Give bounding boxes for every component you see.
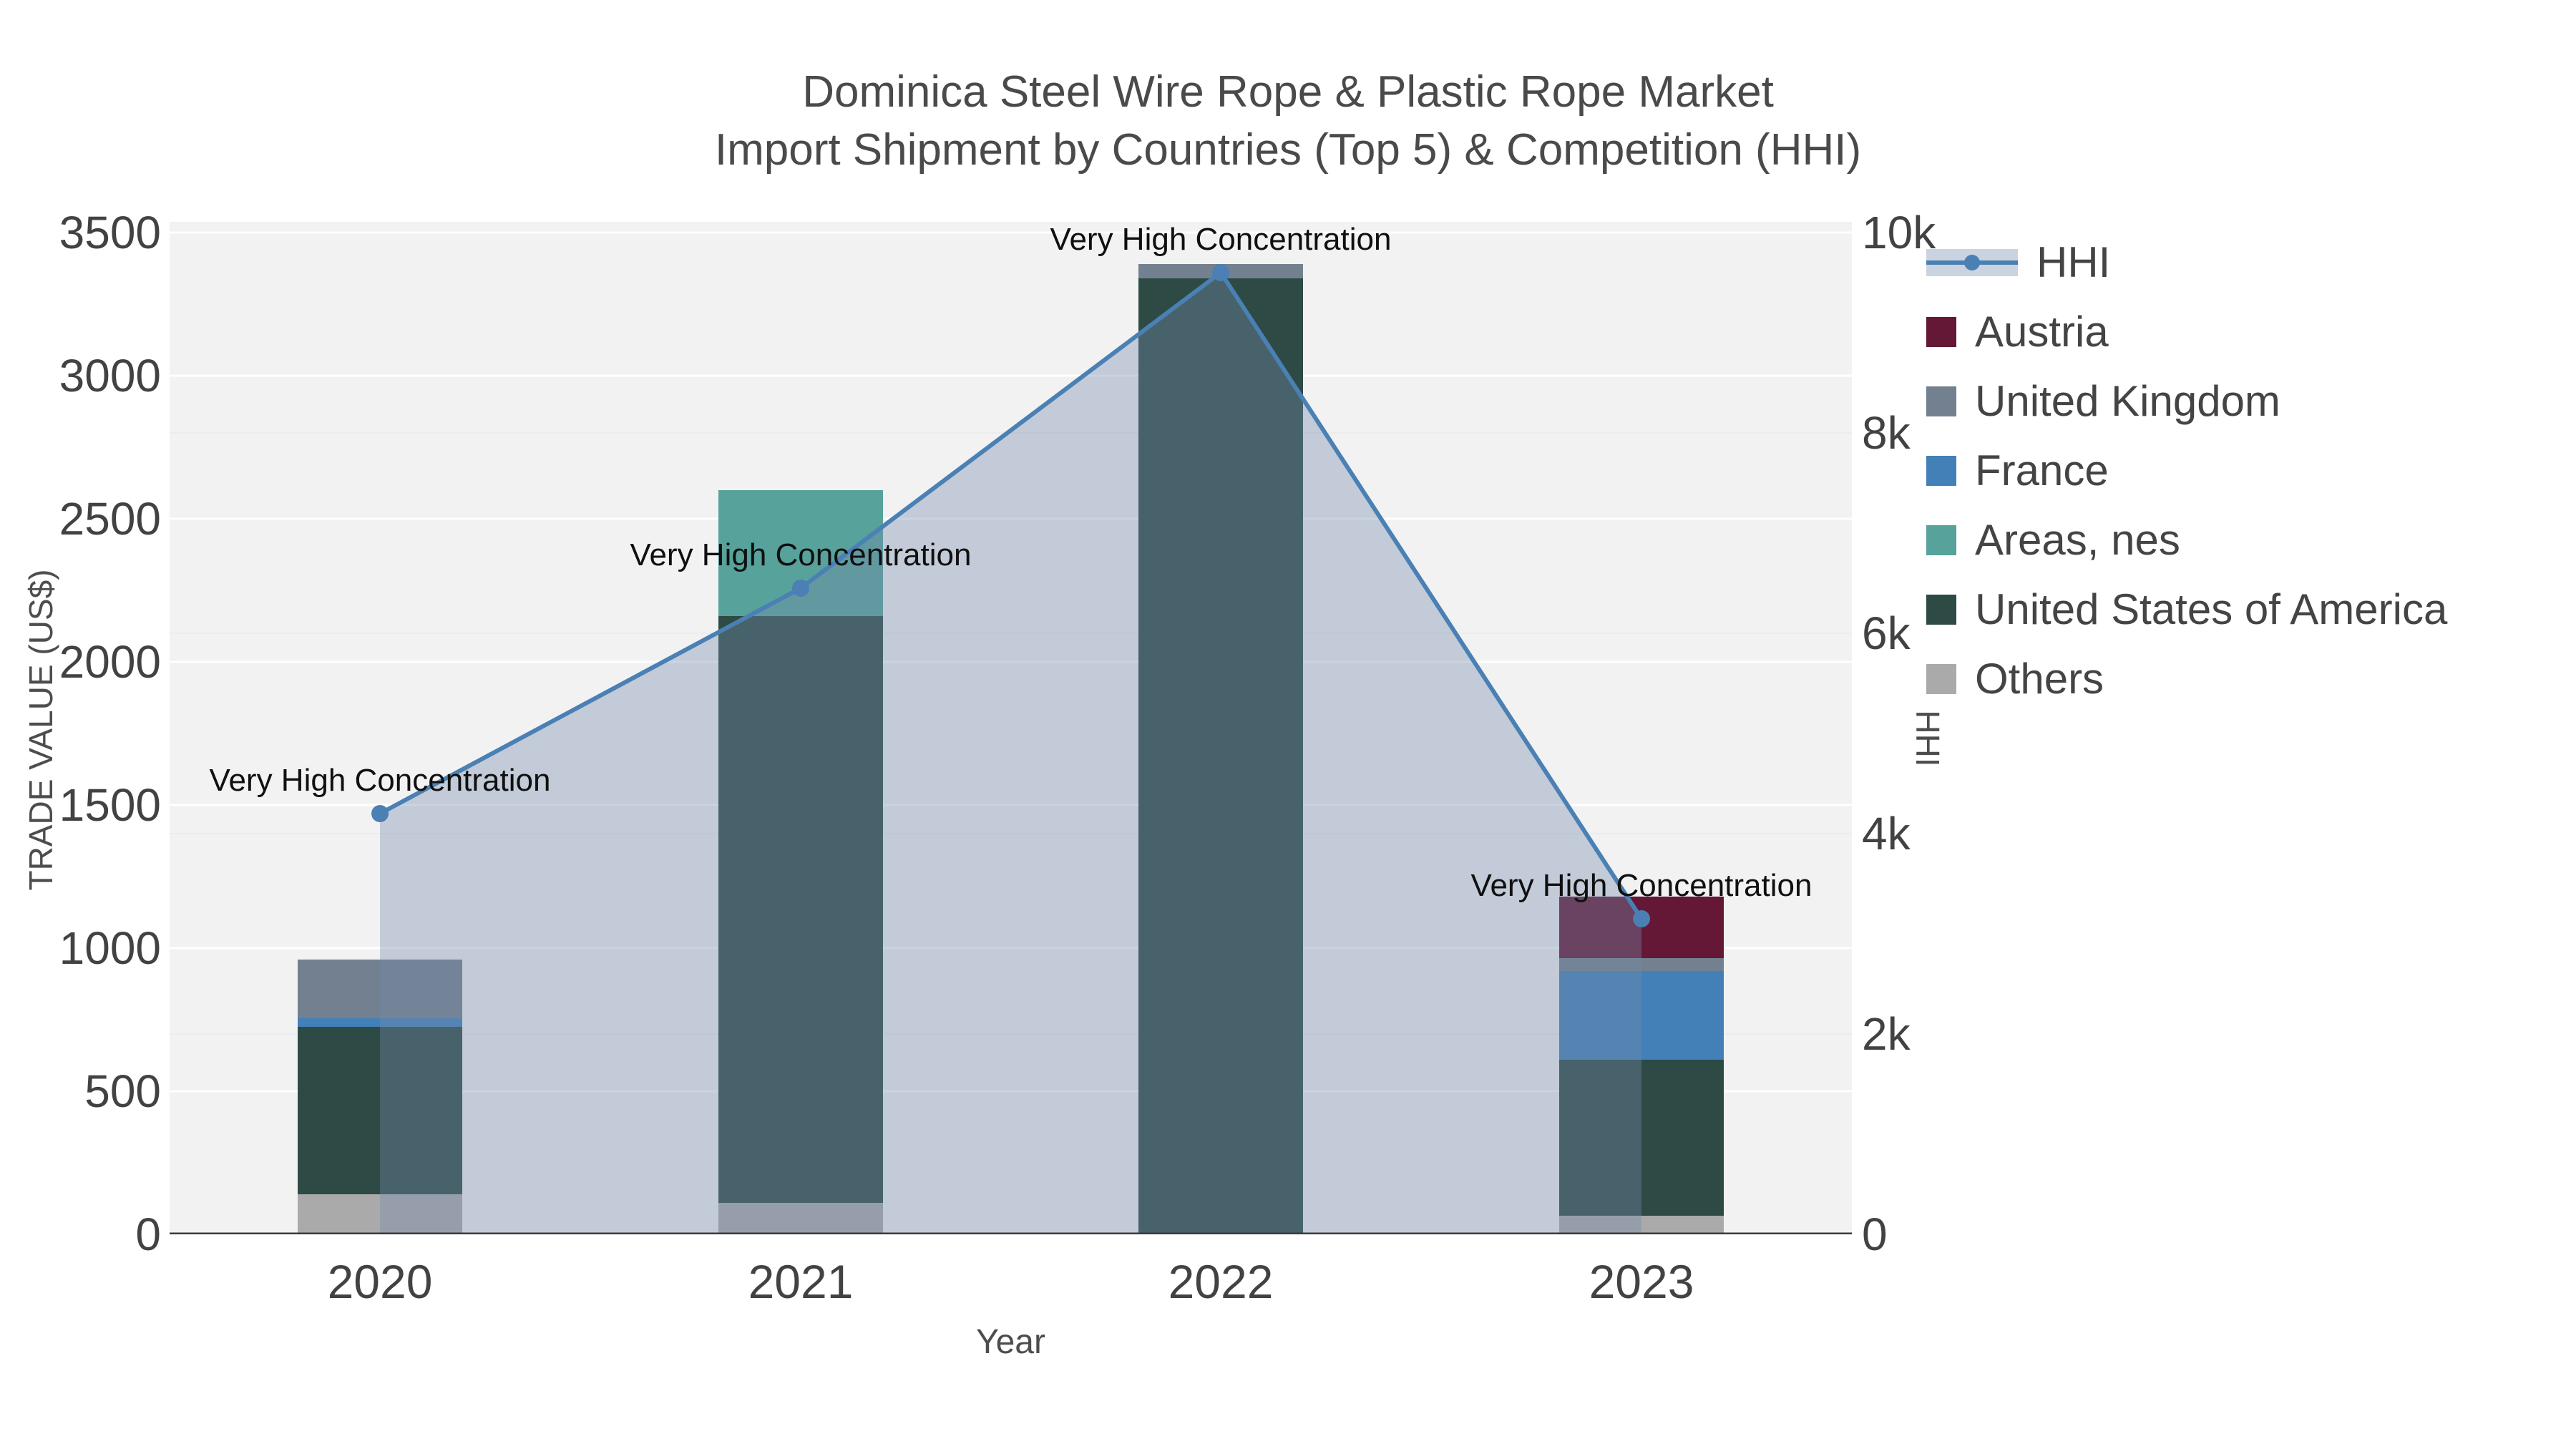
left-tick-2500: 2500	[59, 493, 161, 545]
right-tick-2k: 2k	[1862, 1008, 1911, 1060]
hhi-legend-swatch-icon	[1926, 248, 2018, 276]
bar-segment-united-states-of-america-2021[interactable]	[718, 616, 883, 1203]
bar-segment-united-states-of-america-2023[interactable]	[1559, 1060, 1724, 1216]
hhi-marker-2022[interactable]	[1212, 264, 1229, 281]
left-tick-2000: 2000	[59, 636, 161, 688]
left-axis-title: TRADE VALUE (US$)	[22, 569, 59, 891]
legend: HHI Austria United Kingdom France Areas, nes…	[1926, 228, 2447, 713]
bar-segment-others-2023[interactable]	[1559, 1216, 1724, 1234]
x-axis-title: Year	[976, 1323, 1045, 1361]
legend-item-austria[interactable]: Austria	[1926, 297, 2447, 366]
right-tick-4k: 4k	[1862, 808, 1911, 859]
legend-swatch-france-icon	[1926, 455, 1956, 486]
legend-label-united-kingdom: United Kingdom	[1975, 376, 2280, 425]
hhi-marker-2021[interactable]	[792, 580, 809, 597]
x-tick-2020: 2020	[327, 1255, 433, 1308]
right-tick-0: 0	[1862, 1209, 1888, 1260]
chart-title-line2: Import Shipment by Countries (Top 5) & C…	[714, 125, 1862, 175]
annotation-2022: Very High Concentration	[1050, 222, 1392, 257]
legend-item-areas-nes[interactable]: Areas, nes	[1926, 505, 2447, 575]
legend-item-france[interactable]: France	[1926, 436, 2447, 505]
x-tick-2022: 2022	[1168, 1255, 1274, 1308]
legend-swatch-united-kingdom-icon	[1926, 386, 1956, 416]
right-tick-6k: 6k	[1862, 608, 1911, 659]
legend-item-others[interactable]: Others	[1926, 644, 2447, 713]
legend-swatch-united-states-of-america-icon	[1926, 594, 1956, 625]
legend-swatch-areas-nes-icon	[1926, 525, 1956, 555]
annotation-2021: Very High Concentration	[630, 537, 972, 572]
legend-label-austria: Austria	[1975, 307, 2109, 356]
bar-segment-others-2020[interactable]	[298, 1194, 462, 1234]
legend-item-united-states-of-america[interactable]: United States of America	[1926, 575, 2447, 644]
left-tick-1000: 1000	[59, 922, 161, 974]
bar-segment-united-kingdom-2020[interactable]	[298, 960, 462, 1018]
right-tick-10k: 10k	[1862, 207, 1936, 258]
plot-area	[170, 222, 1852, 1234]
bar-segment-others-2021[interactable]	[718, 1203, 883, 1234]
legend-label-others: Others	[1975, 654, 2104, 703]
left-tick-1500: 1500	[59, 779, 161, 831]
left-tick-500: 500	[84, 1065, 161, 1117]
hhi-marker-2023[interactable]	[1633, 910, 1650, 927]
left-tick-3000: 3000	[59, 350, 161, 401]
hhi-line	[379, 270, 1644, 920]
bar-segment-france-2023[interactable]	[1559, 971, 1724, 1060]
right-tick-8k: 8k	[1862, 407, 1911, 459]
legend-swatch-others-icon	[1926, 663, 1956, 694]
x-tick-2023: 2023	[1589, 1255, 1694, 1308]
legend-item-united-kingdom[interactable]: United Kingdom	[1926, 366, 2447, 436]
hhi-area-fill	[380, 273, 1641, 1234]
left-tick-3500: 3500	[59, 207, 161, 258]
legend-label-united-states-of-america: United States of America	[1975, 585, 2448, 633]
chart-title-line1: Dominica Steel Wire Rope & Plastic Rope …	[802, 67, 1774, 117]
bar-segment-united-kingdom-2023[interactable]	[1559, 958, 1724, 971]
legend-label-hhi: HHI	[2036, 238, 2111, 286]
hhi-marker-2020[interactable]	[371, 805, 389, 822]
legend-label-france: France	[1975, 446, 2109, 494]
chart-canvas	[170, 231, 1852, 1234]
bar-segment-united-states-of-america-2022[interactable]	[1138, 278, 1303, 1234]
bar-segment-united-states-of-america-2020[interactable]	[298, 1027, 462, 1194]
annotation-2020: Very High Concentration	[209, 763, 551, 798]
left-tick-0: 0	[135, 1209, 161, 1260]
chart-title: Dominica Steel Wire Rope & Plastic Rope …	[0, 63, 2576, 179]
legend-swatch-austria-icon	[1926, 316, 1956, 347]
bar-segment-france-2020[interactable]	[298, 1018, 462, 1027]
legend-label-areas-nes: Areas, nes	[1975, 515, 2180, 564]
x-tick-2021: 2021	[748, 1255, 854, 1308]
right-axis-title: HHI	[1909, 710, 1946, 767]
annotation-2023: Very High Concentration	[1470, 868, 1813, 903]
hhi-legend-marker	[1964, 254, 1980, 270]
legend-item-hhi[interactable]: HHI	[1926, 228, 2447, 297]
